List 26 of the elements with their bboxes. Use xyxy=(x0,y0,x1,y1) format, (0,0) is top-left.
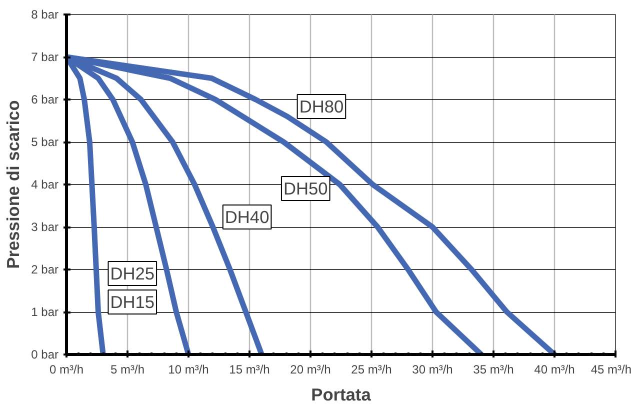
x-tick-label: 5 m³/h xyxy=(110,362,145,376)
series-label: DH50 xyxy=(283,178,328,198)
y-tick-label: 0 bar xyxy=(31,348,59,362)
x-tick-label: 30 m³/h xyxy=(412,362,453,376)
x-tick-label: 0 m³/h xyxy=(49,362,84,376)
y-axis-title: Pressione di scarico xyxy=(3,100,24,269)
x-tick-label: 15 m³/h xyxy=(229,362,270,376)
y-tick-label: 7 bar xyxy=(31,50,59,64)
x-tick-label: 25 m³/h xyxy=(351,362,392,376)
y-tick-label: 3 bar xyxy=(31,220,59,234)
x-tick-label: 35 m³/h xyxy=(473,362,514,376)
series-label: DH80 xyxy=(299,96,344,116)
series-label: DH40 xyxy=(224,207,270,227)
x-tick-label: 20 m³/h xyxy=(290,362,331,376)
x-tick-label: 40 m³/h xyxy=(534,362,575,376)
y-tick-label: 6 bar xyxy=(31,92,59,106)
x-tick-label: 10 m³/h xyxy=(168,362,209,376)
series-label: DH25 xyxy=(110,264,155,284)
y-tick-label: 8 bar xyxy=(31,8,59,22)
y-tick-label: 5 bar xyxy=(31,135,59,149)
series-label: DH15 xyxy=(110,292,155,312)
x-tick-label: 45 m³/h xyxy=(590,362,631,376)
y-tick-label: 4 bar xyxy=(31,178,59,192)
y-tick-label: 2 bar xyxy=(31,262,59,276)
y-tick-label: 1 bar xyxy=(31,305,59,319)
x-axis-title: Portata xyxy=(311,384,372,404)
